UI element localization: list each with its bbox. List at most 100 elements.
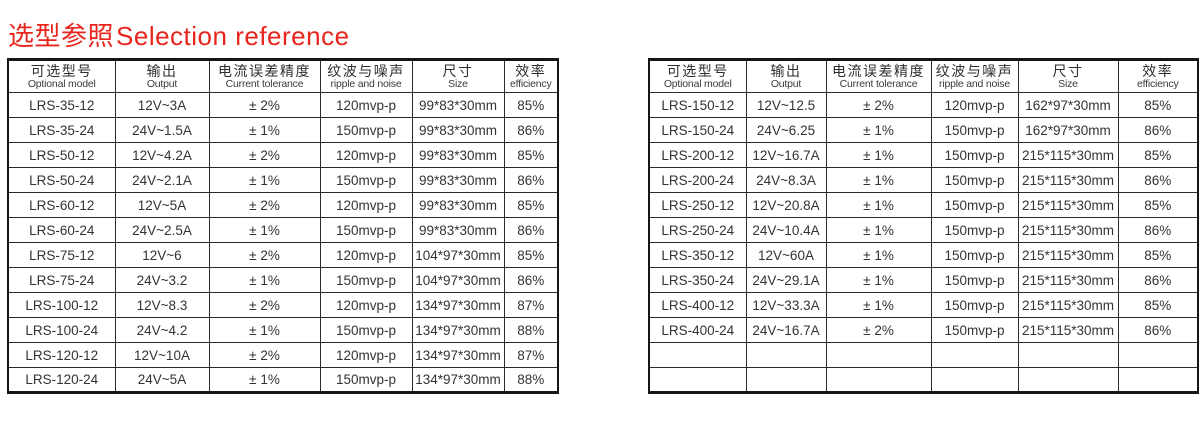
table-cell: 86%	[1117, 167, 1199, 193]
column-header-cn: 纹波与噪声	[327, 63, 405, 79]
column-header-optional-model: 可选型号 Optional model	[7, 59, 116, 93]
table-cell: 85%	[503, 92, 559, 118]
table-cell: LRS-200-24	[648, 167, 747, 193]
table-cell: 150mvp-p	[319, 117, 413, 143]
table-cell: 150mvp-p	[930, 117, 1019, 143]
table-cell: 12V~33.3A	[745, 292, 827, 318]
table-cell: ± 1%	[825, 142, 932, 168]
table-cell: 150mvp-p	[319, 267, 413, 293]
table-cell: 88%	[503, 317, 559, 343]
table-cell: LRS-60-12	[7, 192, 116, 218]
table-cell: 12V~10A	[114, 342, 210, 368]
table-row: LRS-60-12 12V~5A ± 2% 120mvp-p 99*83*30mm 85%	[7, 192, 559, 218]
table-header-row: 可选型号 Optional model 输出 Output 电流误差精度 Current …	[7, 59, 559, 93]
table-cell: ± 1%	[825, 192, 932, 218]
column-header-current-tolerance: 电流误差精度 Current tolerance	[208, 59, 321, 93]
table-row: LRS-100-12 12V~8.3 ± 2% 120mvp-p 134*97*30mm…	[7, 292, 559, 318]
table-cell: ± 2%	[208, 292, 321, 318]
table-cell: 85%	[1117, 192, 1199, 218]
table-cell: 87%	[503, 342, 559, 368]
table-cell: ± 1%	[208, 317, 321, 343]
column-header-current-tolerance: 电流误差精度 Current tolerance	[825, 59, 932, 93]
table-cell: 150mvp-p	[930, 142, 1019, 168]
table-cell: 99*83*30mm	[411, 117, 505, 143]
table-cell: 12V~3A	[114, 92, 210, 118]
table-cell: LRS-250-24	[648, 217, 747, 243]
table-row: LRS-35-12 12V~3A ± 2% 120mvp-p 99*83*30mm 85%	[7, 92, 559, 118]
table-cell: 86%	[1117, 267, 1199, 293]
table-cell: 12V~12.5	[745, 92, 827, 118]
column-header-en: efficiency	[509, 78, 552, 90]
column-header-en: efficiency	[1136, 78, 1179, 90]
column-header-cn: 尺寸	[442, 63, 474, 79]
table-cell: 99*83*30mm	[411, 167, 505, 193]
table-cell: 24V~1.5A	[114, 117, 210, 143]
column-header-en: Optional model	[663, 78, 732, 90]
column-header-en: ripple and noise	[330, 78, 402, 90]
table-cell: 24V~2.5A	[114, 217, 210, 243]
table-cell: 215*115*30mm	[1017, 317, 1119, 343]
table-cell: 104*97*30mm	[411, 242, 505, 268]
table-cell: LRS-75-12	[7, 242, 116, 268]
table-cell: LRS-400-24	[648, 317, 747, 343]
table-cell: 120mvp-p	[930, 92, 1019, 118]
table-cell: LRS-120-24	[7, 367, 116, 393]
column-header-en: Current tolerance	[225, 78, 304, 90]
table-body-right: LRS-150-12 12V~12.5 ± 2% 120mvp-p 162*97*30m…	[648, 92, 1199, 393]
table-cell: 150mvp-p	[319, 317, 413, 343]
table-cell: ± 2%	[208, 342, 321, 368]
table-cell: 134*97*30mm	[411, 317, 505, 343]
column-header-cn: 效率	[1142, 63, 1174, 79]
table-cell: LRS-60-24	[7, 217, 116, 243]
table-cell: 150mvp-p	[319, 167, 413, 193]
column-header-output: 输出 Output	[114, 59, 210, 93]
table-cell: 215*115*30mm	[1017, 242, 1119, 268]
column-header-cn: 输出	[770, 63, 802, 79]
table-cell: ± 1%	[208, 167, 321, 193]
table-cell: 134*97*30mm	[411, 292, 505, 318]
table-cell: ± 2%	[208, 142, 321, 168]
table-cell: 85%	[1117, 242, 1199, 268]
table-cell: 86%	[1117, 117, 1199, 143]
column-header-en: Output	[770, 78, 802, 90]
table-cell: 134*97*30mm	[411, 367, 505, 393]
table-cell: 150mvp-p	[930, 242, 1019, 268]
table-row: LRS-50-12 12V~4.2A ± 2% 120mvp-p 99*83*30mm 8…	[7, 142, 559, 168]
table-row: LRS-400-12 12V~33.3A ± 1% 150mvp-p 215*115*3…	[648, 292, 1199, 318]
table-cell: LRS-150-24	[648, 117, 747, 143]
table-cell: 162*97*30mm	[1017, 92, 1119, 118]
table-row: LRS-120-12 12V~10A ± 2% 120mvp-p 134*97*30mm…	[7, 342, 559, 368]
table-cell: 215*115*30mm	[1017, 167, 1119, 193]
column-header-cn: 尺寸	[1052, 63, 1084, 79]
table-row: LRS-120-24 24V~5A ± 1% 150mvp-p 134*97*30mm 8…	[7, 367, 559, 393]
column-header-cn: 电流误差精度	[218, 63, 311, 79]
column-header-cn: 输出	[146, 63, 178, 79]
table-cell: ± 1%	[208, 267, 321, 293]
table-cell: 24V~2.1A	[114, 167, 210, 193]
table-cell: ± 1%	[208, 367, 321, 393]
selection-table-right: 可选型号 Optional model 输出 Output 电流误差精度 Current …	[648, 58, 1199, 394]
table-row: LRS-75-24 24V~3.2 ± 1% 150mvp-p 104*97*30mm 8…	[7, 267, 559, 293]
table-cell: 150mvp-p	[319, 217, 413, 243]
column-header-cn: 效率	[515, 63, 547, 79]
table-cell: 24V~4.2	[114, 317, 210, 343]
table-cell: LRS-35-24	[7, 117, 116, 143]
table-row: LRS-100-24 24V~4.2 ± 1% 150mvp-p 134*97*30mm…	[7, 317, 559, 343]
table-cell: 150mvp-p	[319, 367, 413, 393]
table-cell: 85%	[1117, 92, 1199, 118]
table-cell: LRS-50-12	[7, 142, 116, 168]
table-cell: LRS-350-24	[648, 267, 747, 293]
table-cell	[825, 342, 932, 368]
table-cell: 12V~8.3	[114, 292, 210, 318]
table-cell: 215*115*30mm	[1017, 192, 1119, 218]
table-cell: 12V~20.8A	[745, 192, 827, 218]
table-cell: LRS-35-12	[7, 92, 116, 118]
table-cell: LRS-120-12	[7, 342, 116, 368]
table-cell: 215*115*30mm	[1017, 267, 1119, 293]
column-header-cn: 纹波与噪声	[935, 63, 1014, 79]
table-header-row: 可选型号 Optional model 输出 Output 电流误差精度 Current …	[648, 59, 1199, 93]
table-row: LRS-250-12 12V~20.8A ± 1% 150mvp-p 215*115*3…	[648, 192, 1199, 218]
column-header-en: Output	[146, 78, 178, 90]
table-cell: 86%	[503, 167, 559, 193]
